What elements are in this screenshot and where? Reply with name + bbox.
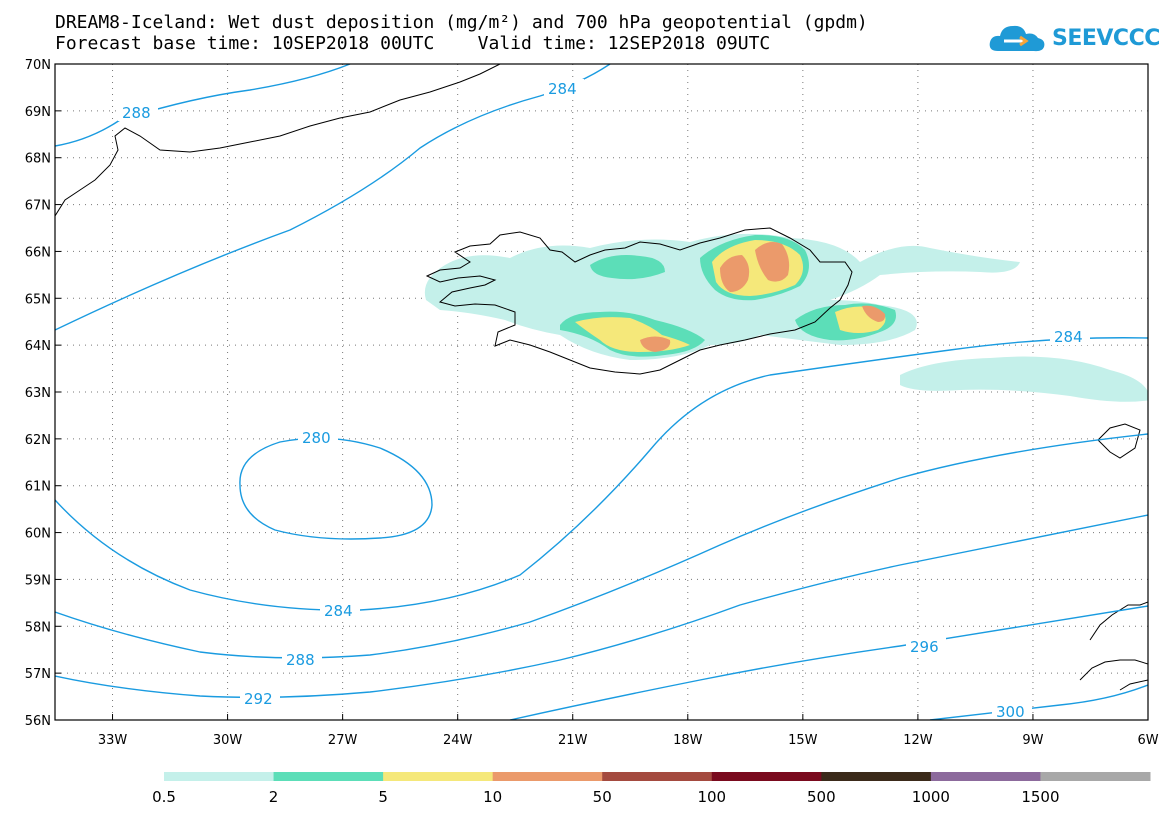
longitude-label: 18W bbox=[673, 733, 703, 748]
legend-swatch bbox=[492, 772, 603, 781]
longitude-labels: 33W 30W 27W 24W 21W 18W 15W 12W 9W 6W bbox=[98, 733, 1159, 748]
dust-area-orange-west bbox=[640, 336, 671, 352]
legend-label: 1500 bbox=[1021, 788, 1059, 806]
contour-300 bbox=[929, 684, 1148, 720]
contour-label: 300 bbox=[996, 703, 1025, 721]
seevccc-logo: SEEVCCC bbox=[988, 20, 1160, 56]
latitude-labels: 70N 69N 68N 67N 66N 65N 64N 63N 62N 61N 60N 59N 58N 5… bbox=[25, 58, 51, 729]
contour-label: 284 bbox=[1054, 328, 1083, 346]
geopotential-contours bbox=[55, 64, 1148, 720]
contour-284-main bbox=[55, 337, 1148, 611]
contour-label-group: 288 284 284 280 284 288 292 296 300 bbox=[118, 79, 1090, 721]
latitude-label: 62N bbox=[25, 433, 51, 448]
legend-label: 1000 bbox=[912, 788, 950, 806]
legend-label: 50 bbox=[593, 788, 612, 806]
contour-label: 284 bbox=[548, 80, 577, 98]
longitude-label: 6W bbox=[1137, 733, 1158, 748]
greenland-coastline bbox=[55, 64, 501, 217]
logo-text: SEEVCCC bbox=[1052, 25, 1160, 51]
legend-swatch bbox=[273, 772, 384, 781]
contour-label: 296 bbox=[910, 638, 939, 656]
legend-label: 100 bbox=[697, 788, 726, 806]
contour-296 bbox=[509, 605, 1148, 720]
legend-label: 5 bbox=[378, 788, 388, 806]
contour-label: 292 bbox=[244, 690, 273, 708]
latitude-label: 65N bbox=[25, 292, 51, 307]
latitude-label: 70N bbox=[25, 58, 51, 73]
latitude-label: 64N bbox=[25, 339, 51, 354]
legend-swatch bbox=[821, 772, 932, 781]
longitude-label: 30W bbox=[213, 733, 243, 748]
legend-label: 0.5 bbox=[152, 788, 176, 806]
longitude-label: 33W bbox=[98, 733, 128, 748]
legend-swatch bbox=[164, 772, 275, 781]
latitude-label: 56N bbox=[25, 714, 51, 729]
latitude-label: 66N bbox=[25, 245, 51, 260]
legend-label: 2 bbox=[269, 788, 279, 806]
contour-284-top bbox=[55, 64, 611, 331]
legend-label: 500 bbox=[807, 788, 836, 806]
legend-swatch bbox=[383, 772, 494, 781]
longitude-label: 24W bbox=[443, 733, 473, 748]
dust-area-orange-center bbox=[720, 242, 790, 292]
latitude-label: 58N bbox=[25, 620, 51, 635]
latitude-label: 59N bbox=[25, 573, 51, 588]
faroe-coastline bbox=[1097, 423, 1141, 459]
contour-288-top bbox=[55, 64, 351, 147]
contour-292 bbox=[55, 514, 1148, 699]
dust-area-medium-north bbox=[590, 255, 665, 280]
longitude-label: 9W bbox=[1022, 733, 1043, 748]
longitude-label: 12W bbox=[903, 733, 933, 748]
contour-288-main bbox=[55, 433, 1148, 659]
latitude-label: 67N bbox=[25, 199, 51, 214]
contour-280-closed bbox=[239, 437, 433, 540]
color-legend: 0.5 2 5 10 50 100 500 1000 1500 bbox=[152, 772, 1151, 806]
legend-swatch bbox=[711, 772, 822, 781]
longitude-label: 21W bbox=[558, 733, 588, 748]
latitude-label: 60N bbox=[25, 527, 51, 542]
map-title-line-2: Forecast base time: 10SEP2018 00UTC Vali… bbox=[55, 33, 771, 54]
legend-swatch bbox=[1040, 772, 1151, 781]
iceland-coastline bbox=[425, 227, 853, 375]
longitude-label: 15W bbox=[788, 733, 818, 748]
dust-area-light-east bbox=[900, 356, 1148, 402]
latitude-label: 57N bbox=[25, 667, 51, 682]
axis-ticks bbox=[55, 63, 1149, 721]
coastlines bbox=[55, 64, 1148, 691]
latitude-label: 63N bbox=[25, 386, 51, 401]
legend-label: 10 bbox=[483, 788, 502, 806]
contour-label: 288 bbox=[122, 104, 151, 122]
dust-area-orange-se bbox=[862, 305, 886, 322]
legend-swatch bbox=[930, 772, 1041, 781]
contour-label: 288 bbox=[286, 651, 315, 669]
dust-deposition-shading bbox=[424, 233, 1148, 402]
contour-label: 280 bbox=[302, 429, 331, 447]
longitude-label: 27W bbox=[328, 733, 358, 748]
latitude-label: 68N bbox=[25, 152, 51, 167]
cloud-icon bbox=[989, 25, 1045, 52]
legend-swatch bbox=[602, 772, 713, 781]
map-title-line-1: DREAM8-Iceland: Wet dust deposition (mg/… bbox=[55, 12, 868, 33]
contour-label: 284 bbox=[324, 602, 353, 620]
latitude-label: 61N bbox=[25, 480, 51, 495]
latitude-label: 69N bbox=[25, 105, 51, 120]
